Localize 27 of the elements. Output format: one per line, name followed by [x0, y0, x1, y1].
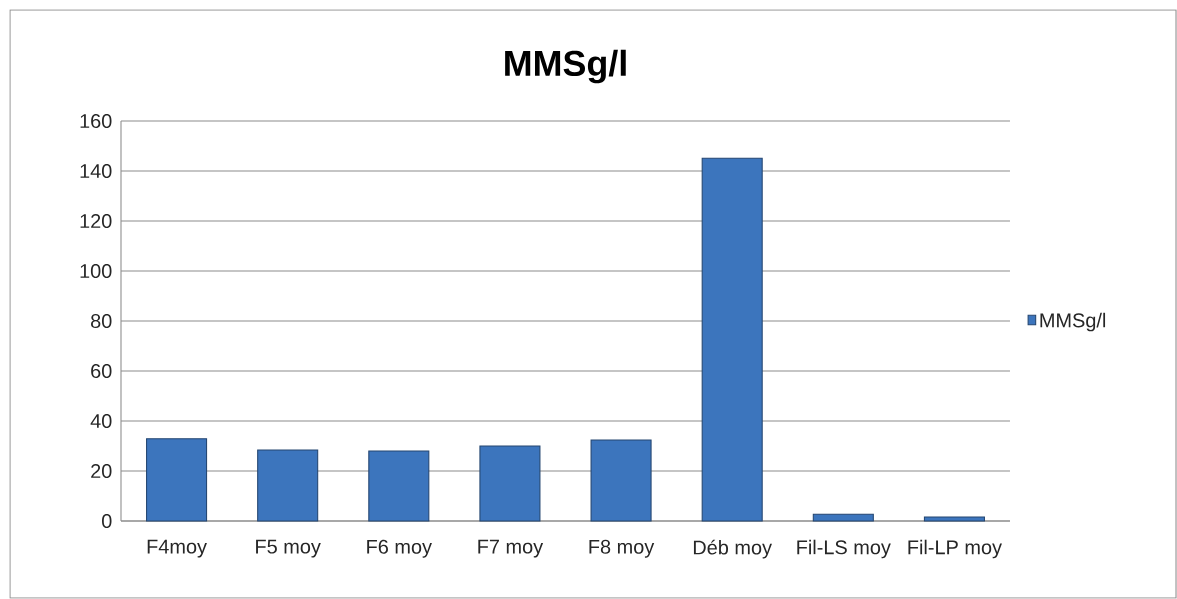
x-tick-label: Fil-LP moy [908, 539, 1002, 559]
y-tick-label: 160 [80, 113, 112, 129]
y-tick-label: 80 [91, 313, 112, 329]
legend-label: MMSg/l [1040, 312, 1106, 332]
bar [479, 445, 541, 522]
x-tick-label: F5 moy [256, 539, 321, 558]
x-tick-label: Fil-LS moy [797, 539, 891, 559]
y-tick-label: 140 [80, 163, 112, 179]
y-tick-label: 120 [80, 213, 112, 229]
x-tick-label: F6 moy [367, 539, 432, 558]
bar [812, 513, 874, 522]
x-tick-label: Déb moy [693, 539, 772, 559]
bar [923, 516, 985, 522]
bar [146, 438, 208, 522]
y-tick-label: 0 [102, 513, 112, 529]
x-tick-label: F4moy [147, 539, 207, 558]
y-tick-label: 20 [91, 463, 112, 479]
y-tick-label: 60 [91, 363, 112, 379]
bar [701, 157, 763, 522]
bar [590, 439, 652, 522]
x-tick-label: F8 moy [589, 539, 655, 558]
y-tick-label: 100 [80, 263, 112, 279]
bar [257, 449, 319, 522]
chart-title: MMSg/l [505, 49, 626, 84]
x-tick-label: F7 moy [478, 539, 544, 558]
y-tick-label: 40 [90, 413, 112, 429]
bar [368, 450, 430, 522]
